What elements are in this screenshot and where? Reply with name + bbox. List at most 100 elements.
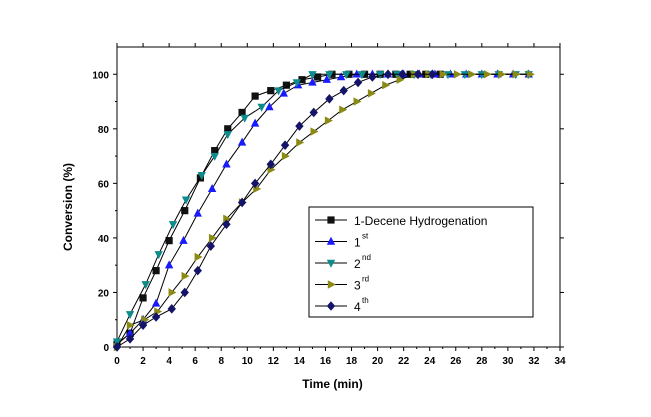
legend-marker bbox=[327, 280, 336, 289]
legend-label: 1-Decene Hydrogenation bbox=[354, 214, 487, 228]
data-point bbox=[138, 320, 148, 330]
data-point bbox=[428, 69, 437, 80]
data-point bbox=[282, 81, 290, 89]
data-point bbox=[125, 311, 135, 320]
data-point bbox=[197, 171, 206, 180]
y-tick-label: 60 bbox=[98, 179, 110, 190]
data-point bbox=[224, 125, 232, 133]
y-axis-title: Conversion (%) bbox=[61, 163, 75, 251]
data-point bbox=[210, 152, 219, 161]
x-tick-label: 16 bbox=[320, 356, 332, 367]
data-point bbox=[483, 70, 492, 79]
data-point bbox=[322, 74, 331, 83]
legend-label-sup: nd bbox=[362, 253, 371, 262]
x-tick-label: 30 bbox=[502, 356, 514, 367]
legend-item: 1-Decene Hydrogenation bbox=[315, 214, 487, 228]
data-point bbox=[336, 72, 346, 81]
data-point bbox=[126, 320, 135, 330]
data-point bbox=[339, 85, 348, 96]
data-point bbox=[292, 79, 302, 88]
data-point bbox=[308, 71, 317, 80]
y-tick-label: 20 bbox=[98, 288, 110, 299]
data-point bbox=[267, 87, 275, 95]
data-point bbox=[310, 127, 319, 136]
data-point bbox=[164, 260, 174, 269]
data-point bbox=[193, 265, 202, 276]
data-point bbox=[265, 102, 274, 111]
data-point bbox=[151, 312, 161, 322]
data-point bbox=[180, 287, 189, 298]
data-point bbox=[526, 70, 535, 79]
data-point bbox=[112, 342, 122, 352]
data-point bbox=[352, 69, 361, 78]
series-5 bbox=[112, 69, 437, 352]
x-tick-label: 18 bbox=[346, 356, 358, 367]
data-point bbox=[296, 138, 305, 147]
legend-marker bbox=[326, 301, 336, 311]
data-point bbox=[375, 71, 385, 80]
legend-label: 2 bbox=[354, 257, 361, 271]
y-tick-label: 100 bbox=[92, 70, 109, 81]
data-point bbox=[139, 294, 147, 302]
data-point bbox=[357, 71, 367, 80]
data-point bbox=[181, 271, 190, 281]
data-point bbox=[325, 94, 334, 104]
data-point bbox=[207, 184, 217, 193]
x-axis-title: Time (min) bbox=[302, 377, 362, 391]
legend: 1-Decene Hydrogenation 1 st 2 nd 3 rd 4 th bbox=[308, 206, 534, 318]
legend-label-sup: st bbox=[362, 232, 369, 241]
data-point bbox=[125, 328, 135, 337]
data-point bbox=[309, 107, 318, 118]
data-point bbox=[125, 334, 135, 344]
data-point bbox=[257, 103, 266, 112]
data-point bbox=[151, 298, 161, 307]
data-point bbox=[208, 233, 217, 243]
y-tick-label: 80 bbox=[98, 125, 110, 136]
data-point bbox=[281, 151, 290, 161]
data-point bbox=[181, 207, 189, 215]
data-point bbox=[498, 70, 507, 79]
data-point bbox=[167, 304, 176, 314]
data-point bbox=[324, 116, 333, 125]
data-point bbox=[141, 281, 150, 290]
y-tick-label: 40 bbox=[98, 234, 110, 245]
data-point bbox=[339, 105, 348, 114]
x-tick-label: 2 bbox=[140, 356, 146, 367]
legend-marker bbox=[326, 259, 336, 268]
data-point bbox=[468, 70, 477, 79]
data-point bbox=[460, 71, 470, 80]
data-point bbox=[383, 69, 393, 80]
x-tick-label: 4 bbox=[166, 356, 172, 367]
x-tick-label: 6 bbox=[192, 356, 198, 367]
data-point bbox=[154, 251, 163, 260]
data-point bbox=[439, 70, 448, 79]
data-point bbox=[367, 89, 376, 98]
x-tick-label: 26 bbox=[450, 356, 462, 367]
data-point bbox=[181, 196, 191, 205]
data-point bbox=[179, 235, 188, 244]
data-point bbox=[274, 87, 283, 96]
data-point bbox=[443, 71, 453, 80]
legend-label: 1 bbox=[354, 236, 361, 250]
x-tick-label: 24 bbox=[424, 356, 436, 367]
data-point bbox=[280, 140, 290, 150]
x-tick-label: 22 bbox=[398, 356, 410, 367]
y-tick-label: 0 bbox=[103, 343, 109, 354]
data-point bbox=[206, 241, 216, 251]
legend-marker bbox=[327, 216, 335, 224]
legend-box bbox=[308, 206, 534, 318]
data-point bbox=[396, 75, 405, 84]
data-point bbox=[453, 70, 462, 79]
data-point bbox=[314, 73, 322, 81]
data-point bbox=[240, 114, 249, 123]
legend-label: 3 bbox=[354, 279, 361, 293]
data-point bbox=[250, 178, 260, 189]
data-point bbox=[152, 267, 160, 275]
data-point bbox=[237, 137, 247, 146]
data-point bbox=[250, 118, 260, 127]
data-point bbox=[512, 70, 521, 79]
